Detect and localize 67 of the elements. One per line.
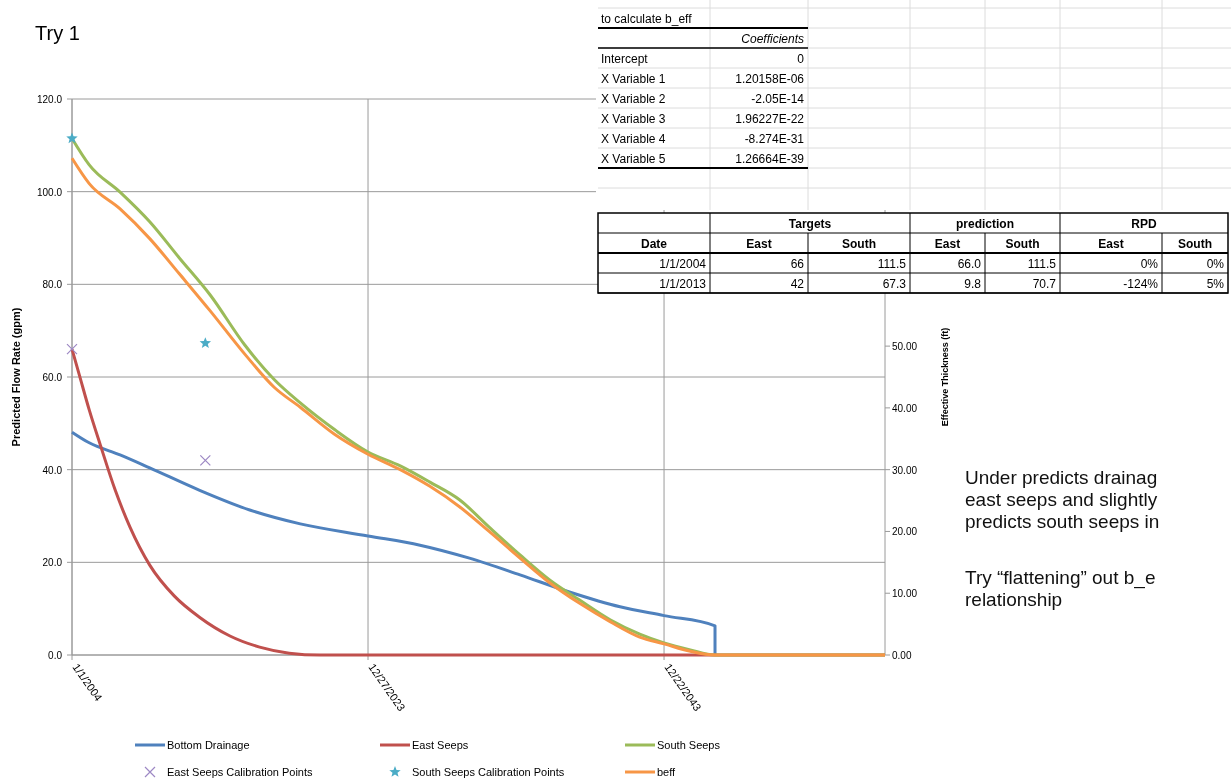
text: East [934,237,961,251]
text: 70.7 [1032,277,1057,291]
text: X Variable 1 [601,72,666,86]
line-series [70,430,717,657]
y-axis-title: Predicted Flow Rate (gpm) [10,307,22,447]
text: prediction [955,217,1015,231]
text: Intercept [601,52,649,66]
y-tick-label: 120.0 [36,94,63,105]
text: 66.0 [957,257,982,271]
text: South [1005,237,1040,251]
legend-label: East Seeps [412,739,469,751]
annotation: 1.96227E-22 [735,112,805,126]
annotation: X Variable 4 [601,132,666,146]
y-tick-label: 60.0 [42,372,63,383]
legend-label: East Seeps Calibration Points [167,766,314,778]
legend-label: beff [657,766,677,778]
point [66,132,78,144]
annotation: 1/1/2004 [659,257,707,271]
y-tick-label: 80.0 [42,279,63,291]
annotation: South [842,237,876,251]
text: Try “flattening” out b_e relationship [965,567,1156,610]
y2-tick-label: 40.00 [892,402,918,414]
point [199,337,212,349]
annotation: -8.274E-31 [744,132,805,146]
annotation: 67.3 [882,277,907,291]
text: South [1178,237,1212,251]
annotation: X Variable 3 [601,112,666,126]
y-tick-label: 40.0 [42,464,63,476]
point [66,343,78,355]
point [199,454,211,466]
y2-tick-label: 0.00 [892,650,912,661]
text: 0% [1140,257,1159,271]
annotation: East [746,237,772,251]
y2-tick-label: 10.00 [892,588,918,600]
text: to calculate b_eff [601,12,693,26]
annotation: 1.26664E-39 [735,152,805,166]
text: 9.8 [964,277,982,291]
legend-label: Bottom Drainage [167,739,250,751]
text: 0% [1206,257,1225,271]
y-tick-label: 100.0 [36,186,63,198]
text: East [1098,237,1124,251]
y2-tick-label: 50.00 [892,341,918,353]
annotation: 1/1/2013 [659,277,707,291]
annotation: X Variable 5 [601,152,666,166]
legend-label: South Seeps Calibration Points [412,766,565,778]
y2-axis-title: Effective Thickness (ft) [940,327,950,427]
annotation: Date [640,237,668,251]
chart-title: Try 1 [35,22,80,44]
text: Coefficients [741,32,804,46]
text: RPD [1131,217,1157,231]
text: 1.20158E-06 [735,72,805,86]
annotation: X Variable 2 [601,92,666,106]
y-tick-label: 0.0 [48,650,63,661]
legend-label: South Seeps [657,739,721,751]
text: 5% [1206,277,1225,291]
text: 0 [797,52,805,66]
annotation: 42 [790,277,805,291]
annotation: 66 [790,257,805,271]
text: Under predicts drainag east seeps and slightly predicts south seeps in [965,467,1160,532]
annotation: Targets [788,217,832,231]
annotation: -2.05E-14 [751,92,805,106]
text: -124% [1123,277,1159,291]
text: 111.5 [1027,257,1057,271]
y2-tick-label: 20.00 [892,526,918,538]
annotation: 111.5 [877,257,907,271]
y-tick-label: 20.0 [42,557,63,569]
y2-tick-label: 30.00 [892,464,918,476]
